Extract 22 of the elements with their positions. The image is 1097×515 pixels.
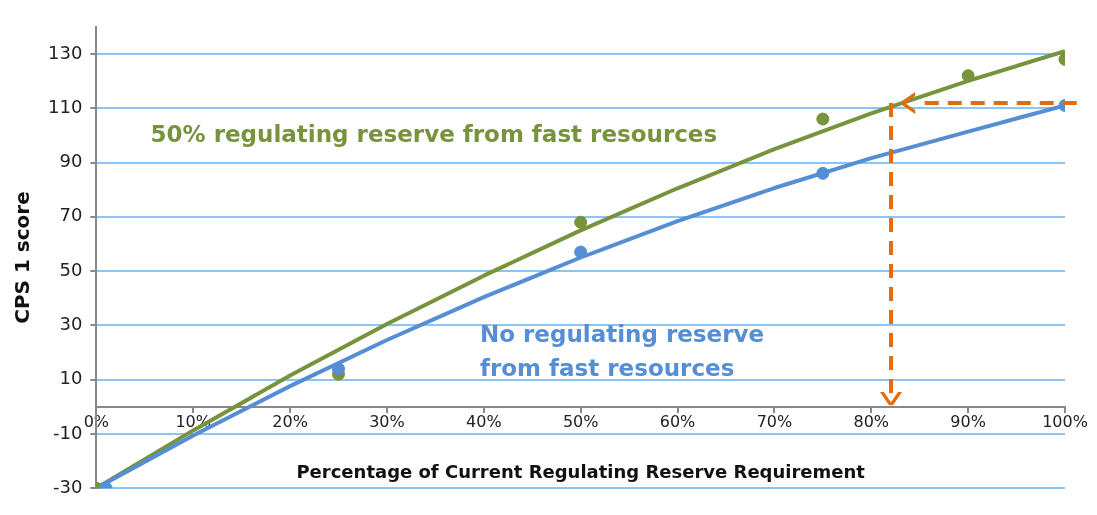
- x-tick-label: 20%: [272, 411, 308, 431]
- y-tick-label: 90: [59, 150, 83, 172]
- y-tick-label: 10: [59, 367, 83, 389]
- y-tick-label: 50: [59, 258, 83, 280]
- text: No regulating reserve from fast resources: [479, 321, 765, 382]
- x-tick-label: 100%: [1042, 411, 1088, 431]
- y-tick-label: -10: [52, 421, 83, 443]
- x-tick-label: 70%: [756, 411, 793, 431]
- x-tick-label: 50%: [562, 411, 599, 431]
- y-axis-title: CPS 1 score: [10, 191, 35, 324]
- x-tick-label: 40%: [466, 411, 502, 431]
- y-tick-label: 130: [48, 41, 83, 63]
- y-tick-label: 110: [48, 95, 83, 117]
- x-tick-label: 60%: [659, 411, 696, 431]
- x-axis-title: Percentage of Current Regulating Reserve Requirement: [296, 461, 866, 483]
- y-tick-label: -30: [52, 475, 83, 497]
- text: 50% regulating reserve from fast resources: [150, 121, 718, 148]
- y-tick-label: 30: [59, 313, 83, 335]
- x-tick-label: 90%: [950, 411, 986, 431]
- x-tick-label: 30%: [369, 411, 405, 431]
- x-tick-label: 80%: [853, 411, 890, 431]
- y-tick-label: 70: [59, 204, 83, 226]
